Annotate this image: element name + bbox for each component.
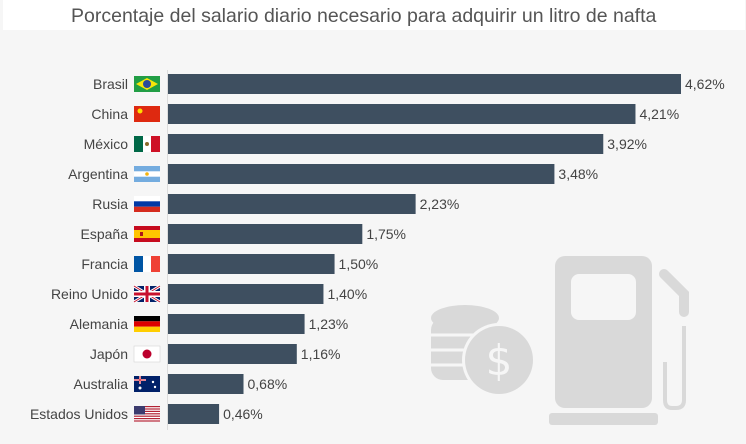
value-label: 3,92% [607,136,647,152]
value-label: 0,68% [248,376,288,392]
bar-row: España 1,75% [81,224,406,244]
bar [168,74,681,94]
bar-row: Alemania 1,23% [70,314,349,334]
category-label: Brasil [93,76,128,92]
bar-row: Brasil 4,62% [93,74,725,94]
bar [168,104,636,124]
category-label: Japón [90,346,128,362]
fuel-pump-icon [549,256,689,425]
bar [168,164,555,184]
value-label: 0,46% [223,406,263,422]
value-label: 1,75% [366,226,406,242]
flag-china-icon [134,106,160,122]
category-label: México [84,136,129,152]
bar-row: China 4,21% [91,104,679,124]
svg-text:$: $ [486,336,513,385]
bar [168,224,363,244]
bar-row: Francia 1,50% [81,254,378,274]
bar-row: Australia 0,68% [74,374,288,394]
flag-germany-icon [134,316,160,332]
value-label: 4,62% [685,76,725,92]
bar [168,134,604,154]
bar [168,254,335,274]
flag-russia-icon [134,196,160,212]
category-label: Argentina [68,166,128,182]
value-label: 2,23% [420,196,460,212]
bar-row: Argentina 3,48% [68,164,598,184]
bar-row: Reino Unido 1,40% [51,284,367,304]
value-label: 1,40% [327,286,367,302]
flag-uk-icon [133,284,161,304]
coins-dollar-icon: $ [431,305,536,397]
flag-mexico-icon [134,136,160,152]
flag-japan-icon [133,345,161,363]
category-label: Australia [74,376,129,392]
category-label: Rusia [92,196,128,212]
flag-argentina-icon [134,166,160,182]
bar [168,374,244,394]
flag-france-icon [134,256,160,272]
category-label: Francia [81,256,128,272]
flag-brazil-icon [134,76,160,92]
value-label: 3,48% [558,166,598,182]
value-label: 1,50% [339,256,379,272]
bar-row: Estados Unidos 0,46% [30,404,263,424]
title-band: Porcentaje del salario diario necesario … [3,0,745,30]
chart-title: Porcentaje del salario diario necesario … [71,5,657,27]
category-label: España [81,226,129,242]
value-label: 4,21% [639,106,679,122]
category-label: Estados Unidos [30,406,128,422]
flag-australia-icon [134,376,160,392]
category-label: Alemania [70,316,129,332]
bar [168,284,324,304]
bar-row: Japón 1,16% [90,344,341,364]
bar [168,314,305,334]
bar-row: México 3,92% [84,134,647,154]
flag-usa-icon [134,406,160,422]
bar [168,404,220,424]
value-label: 1,16% [301,346,341,362]
flag-spain-icon [134,226,160,242]
value-label: 1,23% [309,316,349,332]
category-label: Reino Unido [51,286,128,302]
category-label: China [91,106,128,122]
bar [168,194,416,214]
bar [168,344,297,364]
bar-row: Rusia 2,23% [92,194,459,214]
